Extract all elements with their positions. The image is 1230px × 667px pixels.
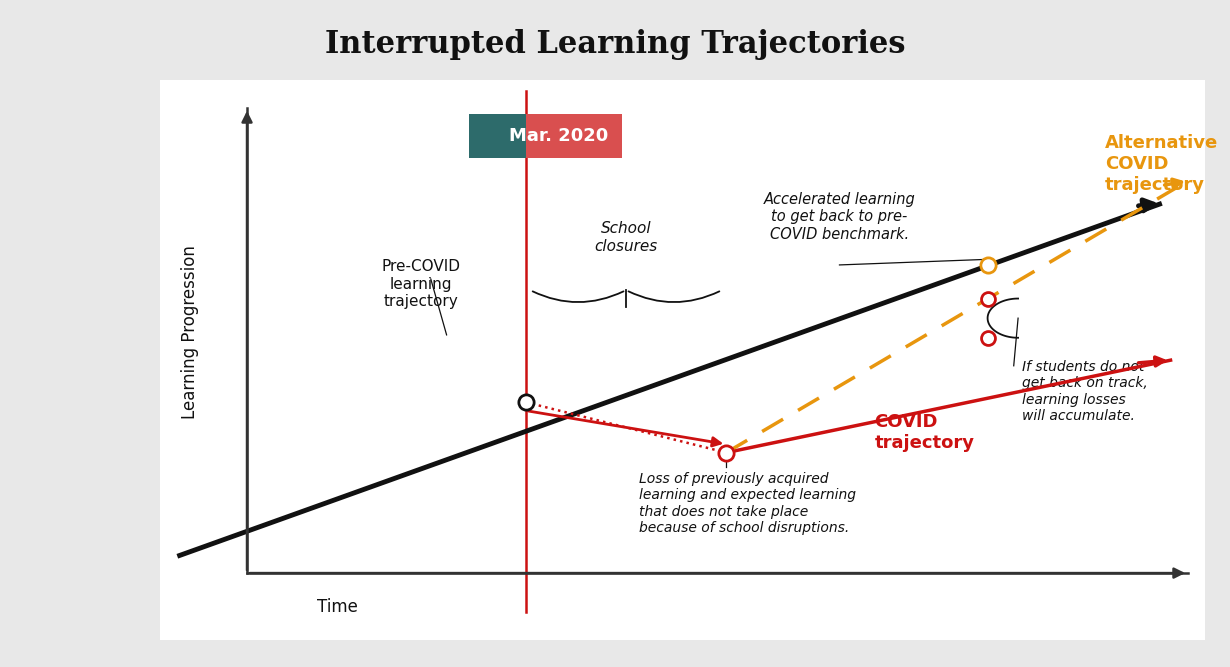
Text: Learning Progression: Learning Progression — [181, 245, 199, 419]
Text: Time: Time — [317, 598, 358, 616]
Text: Interrupted Learning Trajectories: Interrupted Learning Trajectories — [325, 29, 905, 59]
Text: Loss of previously acquired
learning and expected learning
that does not take pl: Loss of previously acquired learning and… — [640, 472, 856, 535]
Text: School
closures: School closures — [594, 221, 658, 253]
Text: Alternative
COVID
trajectory: Alternative COVID trajectory — [1106, 134, 1219, 194]
Text: Pre-COVID
learning
trajectory: Pre-COVID learning trajectory — [381, 259, 461, 309]
FancyBboxPatch shape — [469, 113, 526, 159]
Text: Mar. 2020: Mar. 2020 — [509, 127, 608, 145]
Text: COVID
trajectory: COVID trajectory — [875, 414, 974, 452]
Text: If students do not
get back on track,
learning losses
will accumulate.: If students do not get back on track, le… — [1022, 360, 1148, 423]
FancyBboxPatch shape — [526, 113, 621, 159]
Text: Accelerated learning
to get back to pre-
COVID benchmark.: Accelerated learning to get back to pre-… — [764, 192, 915, 242]
